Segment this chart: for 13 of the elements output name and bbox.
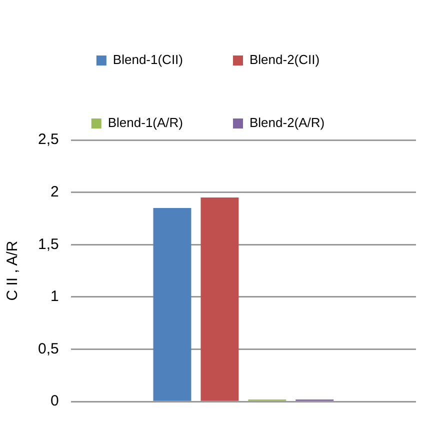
y-tick-label: 2 xyxy=(50,183,59,200)
legend-label: Blend-2(A/R) xyxy=(250,115,325,130)
legend-label: Blend-1(CII) xyxy=(112,52,183,68)
y-tick-label: 0,5 xyxy=(38,340,59,358)
bar xyxy=(200,198,239,401)
legend-label: Blend-2(CII) xyxy=(250,52,320,68)
bar xyxy=(153,208,192,401)
y-tick-label: 0 xyxy=(50,392,59,410)
y-tick-label: 1,5 xyxy=(38,236,59,253)
y-tick-label: 1 xyxy=(50,288,59,306)
legend-label: Blend-1(A/R) xyxy=(108,115,184,130)
y-tick-label: 2,5 xyxy=(38,131,59,148)
y-axis-title: C II , A/R xyxy=(4,240,22,301)
